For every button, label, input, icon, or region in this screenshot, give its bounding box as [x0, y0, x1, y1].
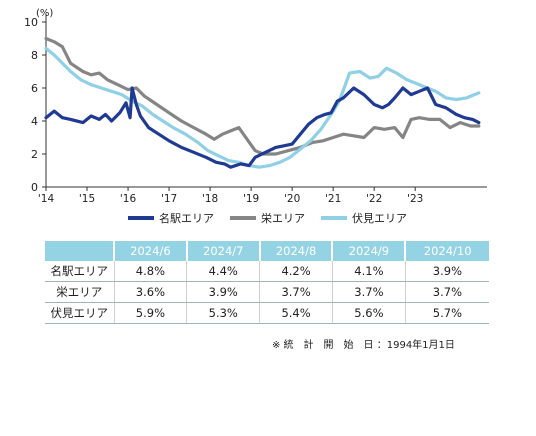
table-cell: 5.3%: [186, 302, 260, 324]
table-cell: 5.7%: [404, 302, 489, 324]
row-label: 名駅エリア: [45, 261, 114, 282]
x-tick-label: '17: [161, 193, 177, 205]
vacancy-rate-line-chart: 0 2 4 6 8 10(%) '14 '15 '16 '17 '18 '19 '20 '21 '22 '23: [24, 8, 487, 205]
legend-label-fushimi: 伏見エリア: [352, 212, 407, 225]
table-cell: 3.9%: [186, 281, 260, 303]
table-cell: 3.6%: [113, 281, 187, 303]
table-cell: 3.9%: [404, 261, 489, 282]
table-cell: 5.9%: [113, 302, 187, 324]
stats-start-note: ※ 統 計 開 始 日 ：1994年1月1日: [272, 340, 455, 351]
x-tick-label: '18: [202, 193, 218, 205]
x-tick-label: '16: [120, 193, 137, 205]
table-cell: 3.7%: [259, 281, 333, 303]
table-row: 栄エリア 3.6% 3.9% 3.7% 3.7% 3.7%: [45, 281, 489, 303]
row-label: 伏見エリア: [45, 302, 114, 324]
legend-item-fushimi: 伏見エリア: [321, 210, 407, 226]
x-tick-label: '14: [38, 193, 55, 205]
table-header-cell: 2024/8: [258, 241, 333, 261]
table-header-cell: 2024/7: [185, 241, 260, 261]
legend-label-meieki: 名駅エリア: [159, 212, 214, 225]
chart-legend: 名駅エリア 栄エリア 伏見エリア: [128, 211, 423, 225]
table-cell: 4.2%: [259, 261, 333, 282]
table-cell: 4.4%: [186, 261, 260, 282]
table-header-cell: 2024/9: [331, 241, 406, 261]
x-tick-label: '19: [243, 193, 259, 205]
table-header-cell: 2024/6: [113, 241, 187, 261]
chart-series: [44, 36, 481, 169]
row-label: 栄エリア: [45, 281, 114, 303]
x-tick-label: '23: [407, 193, 423, 205]
table-row: 名駅エリア 4.8% 4.4% 4.2% 4.1% 3.9%: [45, 261, 489, 282]
table-cell: 3.7%: [404, 281, 489, 303]
table-header-corner: [45, 241, 114, 261]
table-cell: 4.1%: [331, 261, 406, 282]
y-tick-label: 6: [31, 82, 38, 95]
y-axis-unit-label: (%): [36, 8, 53, 19]
legend-swatch-meieki: [128, 216, 154, 220]
x-tick-label: '20: [284, 193, 300, 205]
legend-item-sakae: 栄エリア: [230, 210, 305, 226]
series-line-sakae: [44, 36, 481, 156]
chart-axes: 0 2 4 6 8 10(%) '14 '15 '16 '17 '18 '19 '20 '21 '22 '23: [24, 8, 487, 205]
series-line-meieki: [44, 86, 481, 169]
x-tick-label: '22: [366, 193, 382, 205]
series-line-fushimi: [44, 46, 481, 169]
y-tick-label: 4: [31, 115, 38, 128]
table-header-cell: 2024/10: [404, 241, 489, 261]
table-header-row: 2024/6 2024/7 2024/8 2024/9 2024/10: [45, 241, 489, 261]
table-row: 伏見エリア 5.9% 5.3% 5.4% 5.6% 5.7%: [45, 302, 489, 324]
y-tick-label: 2: [31, 148, 38, 161]
legend-label-sakae: 栄エリア: [261, 212, 305, 225]
vacancy-rate-table: 2024/6 2024/7 2024/8 2024/9 2024/10 名駅エリ…: [45, 241, 489, 324]
x-tick-label: '15: [79, 193, 95, 205]
table-cell: 3.7%: [331, 281, 406, 303]
x-tick-label: '21: [325, 193, 341, 205]
y-tick-label: 8: [31, 49, 38, 62]
legend-item-meieki: 名駅エリア: [128, 210, 214, 226]
legend-swatch-sakae: [230, 216, 256, 220]
table-cell: 5.4%: [259, 302, 333, 324]
y-tick-label: 10: [24, 16, 38, 29]
y-tick-label: 0: [31, 181, 38, 194]
legend-swatch-fushimi: [321, 216, 347, 220]
table-cell: 5.6%: [331, 302, 406, 324]
table-cell: 4.8%: [113, 261, 187, 282]
